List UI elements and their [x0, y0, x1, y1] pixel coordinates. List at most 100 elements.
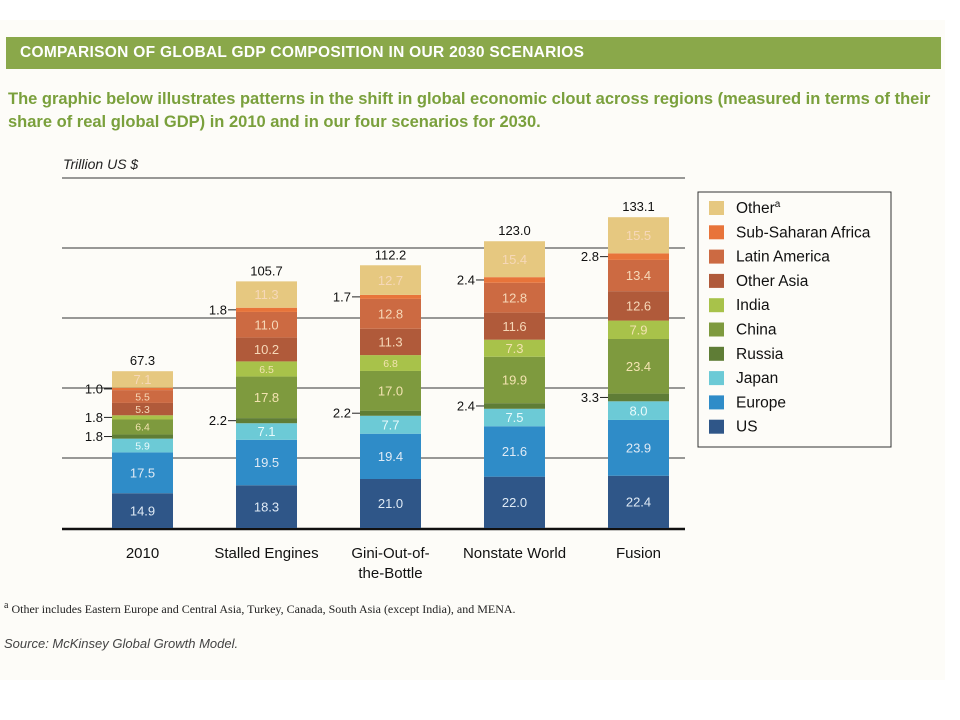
bar-segment-europe: [360, 433, 421, 479]
segment-label: 23.4: [626, 359, 651, 374]
bar-segment-china: [608, 339, 669, 394]
segment-label: 5.9: [135, 440, 150, 452]
bar-segment-russia: [608, 393, 669, 402]
segment-label: 13.4: [626, 268, 651, 283]
total-label: 112.2: [375, 247, 407, 262]
legend-label: China: [736, 322, 777, 339]
legend-swatch: [709, 371, 724, 386]
segment-label: 23.9: [626, 441, 651, 456]
bar-segment-china: [484, 356, 545, 404]
legend-swatch: [709, 322, 724, 337]
bar-segment-europe: [608, 419, 669, 476]
bar-segment-russia: [484, 403, 545, 409]
bar-segment-sub-saharan-africa: [236, 307, 297, 312]
legend-label: Other Asia: [736, 273, 809, 290]
total-label: 133.1: [622, 199, 655, 214]
bar-segment-latin-america: [236, 311, 297, 338]
legend-swatch: [709, 273, 724, 288]
bar-segment-latin-america: [112, 390, 173, 403]
legend-label: Latin America: [736, 249, 830, 266]
segment-label: 19.9: [502, 373, 527, 388]
segment-label: 7.3: [505, 341, 523, 356]
bar-segment-japan: [236, 423, 297, 440]
segment-label: 1.8: [209, 302, 227, 317]
category-label: the-Bottle: [358, 565, 422, 582]
bar-segment-india: [608, 320, 669, 339]
bar-segment-russia: [236, 418, 297, 424]
category-label: Stalled Engines: [214, 545, 318, 562]
bar-segment-sub-saharan-africa: [608, 253, 669, 260]
legend-label: Europe: [736, 394, 786, 411]
bar-segment-latin-america: [360, 298, 421, 329]
legend-label: Japan: [736, 370, 778, 387]
legend-label: India: [736, 297, 770, 314]
legend-swatch: [709, 225, 724, 240]
legend-swatch: [709, 298, 724, 313]
segment-label: 7.1: [133, 372, 151, 387]
subtitle: The graphic below illustrates patterns i…: [8, 90, 931, 131]
footnote-mark: a: [4, 600, 9, 611]
segment-label: 22.4: [626, 495, 651, 510]
segment-label: 8.0: [629, 403, 647, 418]
bar-segment-india: [236, 361, 297, 377]
bar-segment-other: [484, 241, 545, 278]
bar-segment-us: [112, 493, 173, 528]
segment-label: 5.3: [135, 404, 150, 416]
segment-label: 6.4: [135, 422, 150, 434]
legend-label: Othera: [736, 199, 781, 217]
segment-label: 3.3: [581, 390, 599, 405]
segment-label: 7.9: [629, 322, 647, 337]
bar-segment-us: [236, 485, 297, 528]
segment-label: 18.3: [254, 499, 279, 514]
segment-label: 10.2: [254, 342, 279, 357]
bar-segment-europe: [484, 426, 545, 477]
segment-label: 2.4: [457, 398, 475, 413]
segment-label: 1.8: [85, 429, 103, 444]
segment-label: 11.0: [254, 317, 278, 332]
legend-label: Russia: [736, 346, 784, 363]
bar-segment-other-asia: [112, 402, 173, 416]
legend-swatch: [709, 419, 724, 434]
segment-label: 7.7: [381, 417, 399, 432]
bar-segment-india: [484, 339, 545, 357]
segment-label: 17.5: [130, 465, 155, 480]
bar-segment-other: [236, 281, 297, 308]
segment-label: 15.5: [626, 228, 651, 243]
segment-label: 6.8: [383, 358, 398, 370]
footnote: a Other includes Eastern Europe and Cent…: [4, 600, 516, 617]
legend-superscript: a: [775, 199, 781, 210]
bar-segment-russia: [112, 434, 173, 439]
bar-segment-china: [360, 370, 421, 411]
segment-label: 12.7: [378, 273, 403, 288]
legend-swatch: [709, 346, 724, 361]
segment-label: 2.4: [457, 272, 475, 287]
bar-segment-sub-saharan-africa: [360, 294, 421, 299]
total-label: 105.7: [250, 263, 283, 278]
total-label: 123.0: [498, 223, 531, 238]
segment-label: 11.3: [254, 287, 278, 302]
bar-segment-us: [360, 479, 421, 528]
bar-segment-other-asia: [236, 337, 297, 362]
bar-segment-other: [112, 371, 173, 388]
legend-box: [697, 191, 892, 448]
bar-segment-us: [484, 476, 545, 528]
segment-label: 19.4: [378, 449, 403, 464]
segment-label: 2.2: [333, 406, 351, 421]
footnote-text: Other includes Eastern Europe and Centra…: [11, 602, 516, 616]
bar-segment-india: [112, 415, 173, 420]
segment-label: 5.5: [135, 391, 150, 403]
segment-label: 2.8: [581, 249, 599, 264]
segment-label: 17.8: [254, 390, 279, 405]
bar-segment-japan: [360, 415, 421, 434]
segment-label: 12.8: [502, 290, 527, 305]
segment-label: 21.0: [378, 496, 403, 511]
segment-label: 11.3: [378, 335, 402, 350]
bar-segment-europe: [236, 439, 297, 486]
bar-segment-europe: [112, 452, 173, 494]
category-label: Gini-Out-of-: [351, 545, 429, 562]
segment-label: 15.4: [502, 252, 527, 267]
segment-label: 11.6: [502, 319, 526, 334]
segment-label: 12.8: [378, 306, 403, 321]
